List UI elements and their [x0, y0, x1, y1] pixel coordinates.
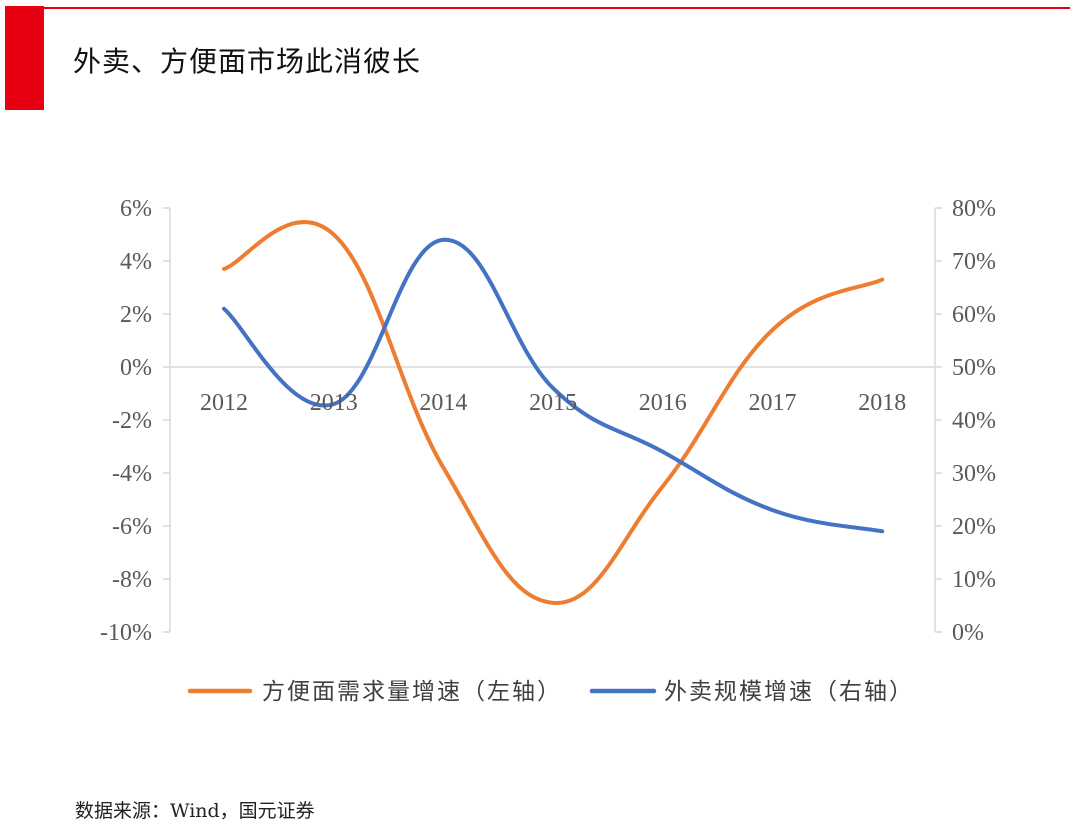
right-axis-tick-label: 60% — [952, 302, 996, 328]
data-point — [332, 233, 336, 237]
left-axis-tick-label: 2% — [120, 302, 152, 328]
data-point — [661, 450, 665, 454]
right-axis-tick-label: 50% — [952, 355, 996, 381]
left-axis-tick-label: 6% — [120, 196, 152, 222]
x-tick-label: 2016 — [639, 390, 687, 416]
legend-label: 外卖规模增速（右轴） — [664, 679, 914, 705]
chart-series — [222, 220, 885, 605]
chart-legend: 方便面需求量增速（左轴） 外卖规模增速（右轴） — [187, 679, 914, 705]
data-point — [880, 278, 884, 282]
left-axis-tick-label: -6% — [112, 514, 152, 540]
legend-label: 方便面需求量增速（左轴） — [262, 679, 562, 705]
left-axis-tick-label: -4% — [112, 461, 152, 487]
left-axis-tick-label: -8% — [112, 567, 152, 593]
left-axis-tick-label: 4% — [120, 249, 152, 275]
series-line-takeout-growth — [222, 237, 885, 534]
accent-bar — [5, 6, 44, 110]
data-point — [771, 328, 775, 332]
right-axis-tick-label: 10% — [952, 567, 996, 593]
left-axis-tick-label: -2% — [112, 408, 152, 434]
source-note: 数据来源：Wind，国元证券 — [75, 800, 315, 822]
x-tick-labels: 2012 2013 2014 2015 2016 2017 2018 — [200, 390, 906, 416]
data-point — [222, 307, 226, 311]
right-axis-tick-label: 40% — [952, 408, 996, 434]
right-axis-tick-label: 0% — [952, 620, 984, 646]
right-axis-tick-label: 20% — [952, 514, 996, 540]
data-point — [880, 529, 884, 533]
top-rule — [44, 7, 1070, 9]
left-axis-tick-label: 0% — [120, 355, 152, 381]
x-tick-label: 2015 — [529, 390, 577, 416]
x-tick-label: 2013 — [310, 390, 358, 416]
x-tick-label: 2018 — [858, 390, 906, 416]
chart-axes: 6% 4% 2% 0% -2% -4% -6% -8% -10% 80% 70% 60% 50% 40% 3… — [100, 196, 996, 646]
page-title: 外卖、方便面市场此消彼长 — [73, 45, 422, 78]
series-line-noodle-demand — [222, 220, 885, 605]
x-tick-label: 2014 — [419, 390, 467, 416]
right-axis-tick-label: 30% — [952, 461, 996, 487]
data-point — [222, 267, 226, 271]
data-point — [771, 508, 775, 512]
x-tick-label: 2017 — [749, 390, 797, 416]
data-point — [661, 484, 665, 488]
data-point — [551, 601, 555, 605]
left-axis-tick-label: -10% — [100, 620, 152, 646]
right-axis-tick-label: 80% — [952, 196, 996, 222]
data-point — [441, 466, 445, 470]
data-point — [441, 238, 445, 242]
x-tick-label: 2012 — [200, 390, 248, 416]
right-axis-tick-label: 70% — [952, 249, 996, 275]
